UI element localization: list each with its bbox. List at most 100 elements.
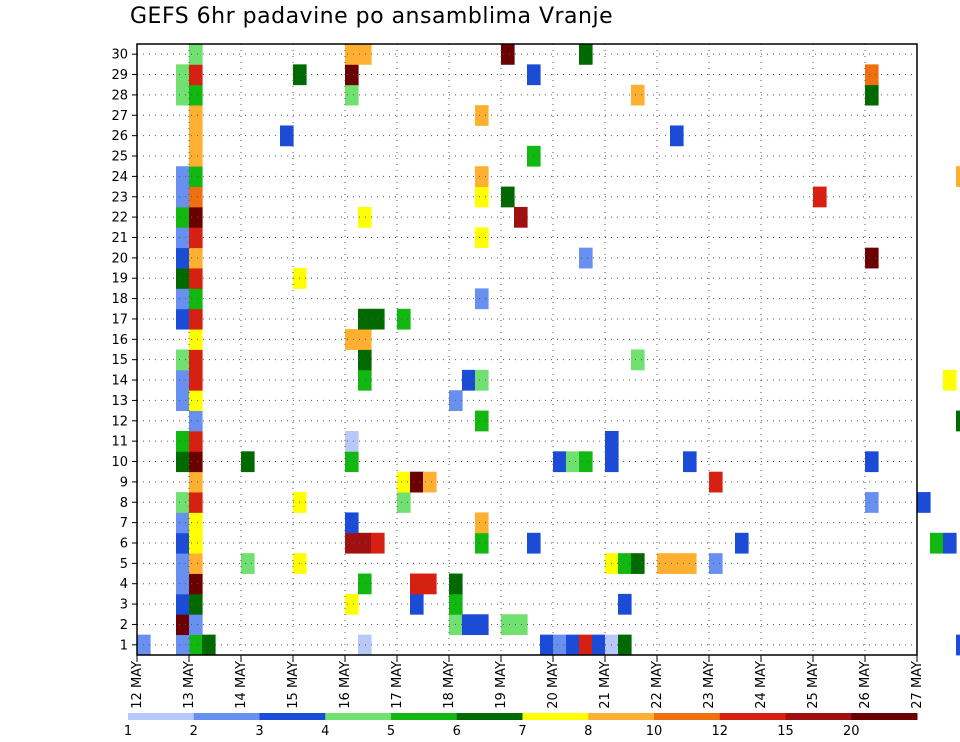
x-tick-label: 12 MAY bbox=[130, 661, 145, 709]
heatmap-cell bbox=[475, 369, 489, 391]
heatmap-cell bbox=[345, 532, 359, 554]
heatmap-cell bbox=[189, 329, 203, 350]
heatmap-cell bbox=[462, 369, 476, 391]
heatmap-cell bbox=[189, 44, 203, 65]
heatmap-cell bbox=[631, 553, 645, 574]
heatmap-cell bbox=[345, 430, 359, 452]
heatmap-cell bbox=[189, 593, 203, 615]
y-tick-label: 13 bbox=[111, 394, 128, 409]
heatmap-cell bbox=[943, 369, 957, 391]
heatmap-cell bbox=[410, 471, 424, 493]
heatmap-cell bbox=[189, 471, 203, 493]
heatmap-cell bbox=[956, 634, 960, 656]
legend-label: 10 bbox=[646, 724, 663, 739]
heatmap-cell bbox=[579, 634, 593, 656]
y-tick-label: 15 bbox=[111, 353, 128, 368]
heatmap-cell bbox=[189, 206, 203, 228]
heatmap-cell bbox=[176, 227, 190, 249]
y-tick-label: 27 bbox=[111, 109, 128, 124]
heatmap-cell bbox=[566, 634, 580, 656]
heatmap-cell bbox=[176, 430, 190, 452]
y-tick-label: 21 bbox=[111, 231, 128, 246]
heatmap-cell bbox=[358, 369, 372, 391]
heatmap-cell bbox=[566, 451, 580, 473]
heatmap-cell bbox=[176, 84, 190, 106]
heatmap-cell bbox=[189, 369, 203, 391]
legend-swatch bbox=[391, 713, 458, 720]
heatmap-cell bbox=[280, 125, 294, 147]
legend-label: 6 bbox=[453, 724, 461, 739]
heatmap-cell bbox=[189, 268, 203, 289]
y-tick-label: 28 bbox=[111, 88, 128, 103]
heatmap-cell bbox=[176, 492, 190, 513]
heatmap-cell bbox=[553, 451, 567, 473]
heatmap-cell bbox=[462, 614, 476, 636]
heatmap-cell bbox=[540, 634, 554, 656]
x-tick-label: 26 MAY bbox=[858, 661, 873, 709]
heatmap-cell bbox=[345, 44, 359, 65]
legend-label: 5 bbox=[387, 724, 395, 739]
heatmap-cell bbox=[345, 593, 359, 615]
heatmap-cell bbox=[618, 634, 632, 656]
x-tick-label: 20 MAY bbox=[546, 661, 561, 709]
heatmap-cell bbox=[189, 227, 203, 249]
heatmap-cell bbox=[189, 451, 203, 473]
x-tick-label: 19 MAY bbox=[494, 661, 509, 709]
heatmap-cell bbox=[709, 471, 723, 493]
x-tick-label: 22 MAY bbox=[650, 661, 665, 709]
heatmap-cell bbox=[189, 166, 203, 187]
y-tick-label: 29 bbox=[111, 68, 128, 83]
heatmap-cell bbox=[813, 186, 827, 208]
heatmap-cell bbox=[423, 573, 437, 595]
y-tick-label: 2 bbox=[120, 618, 128, 633]
y-tick-label: 8 bbox=[120, 496, 128, 511]
y-tick-label: 24 bbox=[111, 170, 128, 185]
heatmap-cell bbox=[189, 64, 203, 86]
legend-swatch bbox=[193, 713, 260, 720]
heatmap-cell bbox=[956, 166, 960, 187]
legend-swatch bbox=[719, 713, 786, 720]
heatmap-cell bbox=[176, 186, 190, 208]
legend-label: 20 bbox=[843, 724, 860, 739]
x-tick-label: 17 MAY bbox=[390, 661, 405, 709]
heatmap-cell bbox=[410, 573, 424, 595]
heatmap-cell bbox=[501, 186, 515, 208]
legend-label: 12 bbox=[711, 724, 728, 739]
heatmap-cell bbox=[475, 227, 489, 249]
heatmap-cell bbox=[579, 44, 593, 65]
legend-swatch bbox=[259, 713, 326, 720]
y-tick-label: 11 bbox=[111, 435, 128, 450]
heatmap-cell bbox=[618, 553, 632, 574]
x-tick-label: 23 MAY bbox=[702, 661, 717, 709]
heatmap-cell bbox=[358, 349, 372, 371]
y-tick-label: 3 bbox=[120, 598, 128, 613]
heatmap-cell bbox=[345, 451, 359, 473]
x-tick-label: 18 MAY bbox=[442, 661, 457, 709]
heatmap-cell bbox=[670, 125, 684, 147]
heatmap-cell bbox=[189, 430, 203, 452]
heatmap-cell bbox=[475, 532, 489, 554]
legend-label: 3 bbox=[255, 724, 263, 739]
heatmap-cell bbox=[553, 634, 567, 656]
heatmap-cell bbox=[189, 84, 203, 106]
heatmap-cell bbox=[579, 247, 593, 269]
heatmap-cell bbox=[358, 308, 372, 330]
heatmap-cell bbox=[176, 634, 190, 656]
y-tick-label: 22 bbox=[111, 211, 128, 226]
y-tick-label: 5 bbox=[120, 557, 128, 572]
legend-swatch bbox=[522, 713, 589, 720]
heatmap-cell bbox=[579, 451, 593, 473]
heatmap-cell bbox=[189, 125, 203, 147]
heatmap-cell bbox=[189, 410, 203, 432]
heatmap-cell bbox=[176, 349, 190, 371]
legend-label: 1 bbox=[124, 724, 132, 739]
x-tick-label: 27 MAY bbox=[910, 661, 925, 709]
heatmap-cell bbox=[631, 349, 645, 371]
heatmap-cell bbox=[670, 553, 684, 574]
heatmap-cell bbox=[397, 492, 411, 513]
heatmap-cell bbox=[475, 512, 489, 534]
heatmap-cell bbox=[189, 512, 203, 534]
heatmap-cell bbox=[176, 288, 190, 310]
heatmap-cell bbox=[865, 247, 879, 269]
